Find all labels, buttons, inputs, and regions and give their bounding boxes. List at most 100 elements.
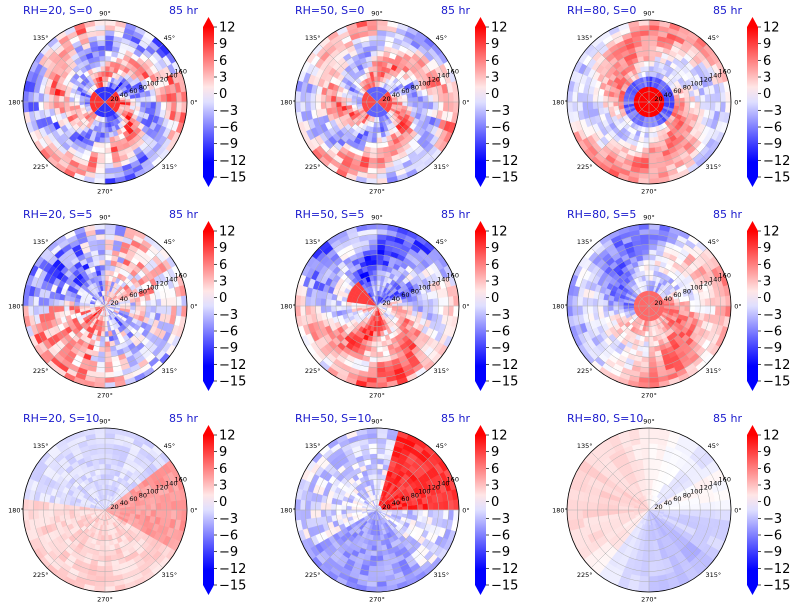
field-cell xyxy=(649,56,655,61)
field-cell xyxy=(105,41,113,47)
field-cell xyxy=(370,255,377,261)
angle-tick-label: 90° xyxy=(643,10,655,18)
field-cell xyxy=(642,153,649,159)
field-cell xyxy=(156,299,162,306)
field-cell xyxy=(367,229,377,235)
field-cell xyxy=(649,280,652,285)
field-cell xyxy=(613,301,618,306)
field-cell xyxy=(105,275,109,280)
field-cell xyxy=(99,143,105,148)
field-cell xyxy=(85,303,90,306)
field-cell xyxy=(644,342,649,347)
field-cell xyxy=(603,102,608,108)
field-cell xyxy=(369,245,377,251)
field-cell xyxy=(44,306,50,314)
angle-tick-label: 0° xyxy=(734,303,741,311)
field-cell xyxy=(715,93,721,102)
field-cell xyxy=(368,239,377,245)
angle-tick-label: 135° xyxy=(33,34,49,42)
field-cell xyxy=(377,347,383,352)
field-cell xyxy=(377,362,385,368)
colorbar-tick-label: −12 xyxy=(491,358,518,373)
field-cell xyxy=(572,306,578,316)
field-cell xyxy=(649,66,654,71)
field-cell xyxy=(374,326,377,331)
radial-tick-label: 20 xyxy=(110,95,118,103)
field-cell xyxy=(685,102,690,107)
field-cell xyxy=(588,306,594,314)
field-cell xyxy=(608,306,613,311)
field-cell xyxy=(438,297,444,306)
field-cell xyxy=(49,299,55,306)
angle-tick-label: 270° xyxy=(369,392,385,400)
field-cell xyxy=(321,306,327,313)
angle-tick-label: 135° xyxy=(577,238,593,246)
field-cell xyxy=(156,306,162,313)
field-cell xyxy=(577,306,583,315)
field-cell xyxy=(374,321,377,326)
panel-time: 85 hr xyxy=(441,4,470,17)
field-cell xyxy=(649,153,656,159)
angle-tick-label: 45° xyxy=(708,34,720,42)
colorbar-tick-label: −3 xyxy=(763,308,782,323)
field-cell xyxy=(443,297,449,306)
field-cell xyxy=(368,372,377,378)
colorbar-tick-label: 3 xyxy=(219,71,227,86)
field-cell xyxy=(166,93,172,102)
field-cell xyxy=(105,25,115,31)
field-cell xyxy=(351,303,356,306)
field-cell xyxy=(105,270,110,275)
field-cell xyxy=(690,96,695,102)
angle-tick-label: 315° xyxy=(162,367,178,375)
field-cell xyxy=(59,306,64,312)
field-cell xyxy=(105,71,109,76)
field-cell xyxy=(603,300,608,306)
field-cell xyxy=(96,234,105,240)
field-cell xyxy=(38,102,44,111)
colorbar-tick-label: −9 xyxy=(763,341,782,356)
field-cell xyxy=(346,302,351,306)
field-cell xyxy=(120,306,125,309)
field-cell xyxy=(98,250,105,256)
field-cell xyxy=(105,347,111,352)
field-cell xyxy=(613,97,618,102)
field-cell xyxy=(370,357,377,363)
field-cell xyxy=(371,260,377,265)
radial-tick-label: 60 xyxy=(673,87,681,95)
field-cell xyxy=(646,122,649,127)
field-cell xyxy=(644,336,649,341)
field-cell xyxy=(176,92,182,102)
radial-tick-label: 40 xyxy=(120,91,128,99)
field-cell xyxy=(336,97,341,102)
field-cell xyxy=(336,301,341,306)
field-cell xyxy=(96,163,105,169)
field-cell xyxy=(96,239,105,245)
radial-tick-label: 20 xyxy=(110,299,118,307)
field-cell xyxy=(105,148,112,154)
field-cell xyxy=(418,102,423,108)
radial-tick-label: 160 xyxy=(447,272,459,280)
field-cell xyxy=(44,94,50,102)
field-cell xyxy=(38,93,44,102)
field-cell xyxy=(367,25,377,31)
radial-tick-label: 40 xyxy=(120,295,128,303)
colorbar-tick-label: −6 xyxy=(491,325,510,340)
field-cell xyxy=(588,94,594,102)
field-cell xyxy=(645,331,649,336)
field-cell xyxy=(644,132,649,137)
field-cell xyxy=(372,61,377,66)
field-cell xyxy=(402,306,407,310)
field-cell xyxy=(33,306,39,315)
field-cell xyxy=(377,352,384,358)
angle-tick-label: 315° xyxy=(706,367,722,375)
field-cell xyxy=(146,96,151,102)
field-cell xyxy=(377,255,384,261)
field-cell xyxy=(33,102,39,111)
field-cell xyxy=(649,250,656,256)
field-cell xyxy=(105,342,110,347)
field-cell xyxy=(69,97,74,102)
field-cell xyxy=(28,296,34,306)
field-cell xyxy=(639,173,649,179)
field-cell xyxy=(105,76,108,81)
